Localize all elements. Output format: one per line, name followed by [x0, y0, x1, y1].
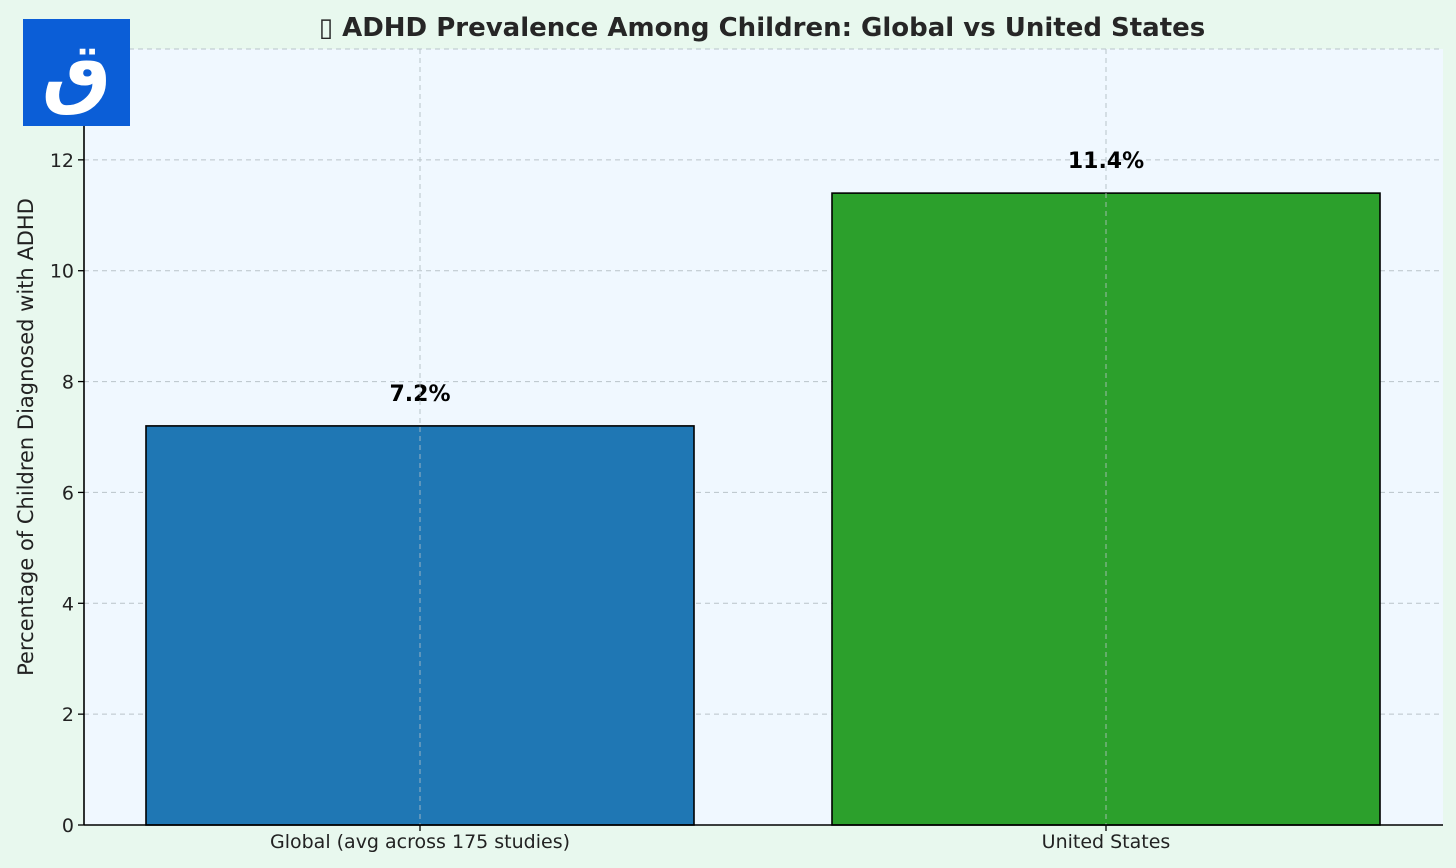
y-axis-label: Percentage of Children Diagnosed with AD…: [14, 198, 38, 676]
x-tick-label: United States: [1042, 831, 1171, 853]
y-tick-label: 0: [62, 815, 74, 837]
axes: 0 2 4 6 8 10 12 Global (avg across 175 studies)…: [50, 49, 1443, 853]
y-tick-label: 8: [62, 372, 74, 394]
y-tick-label: 2: [62, 704, 74, 726]
y-tick-label: 4: [62, 593, 74, 615]
y-tick-label: 10: [50, 261, 74, 283]
logo: ق: [23, 19, 130, 126]
logo-glyph: ق: [41, 27, 112, 117]
chart-title: ▯ ADHD Prevalence Among Children: Global…: [319, 13, 1206, 43]
x-tick-label: Global (avg across 175 studies): [270, 831, 570, 853]
bars: 7.2%11.4%: [145, 49, 1381, 826]
y-tick-label: 6: [62, 482, 74, 504]
y-tick-label: 12: [50, 150, 74, 172]
